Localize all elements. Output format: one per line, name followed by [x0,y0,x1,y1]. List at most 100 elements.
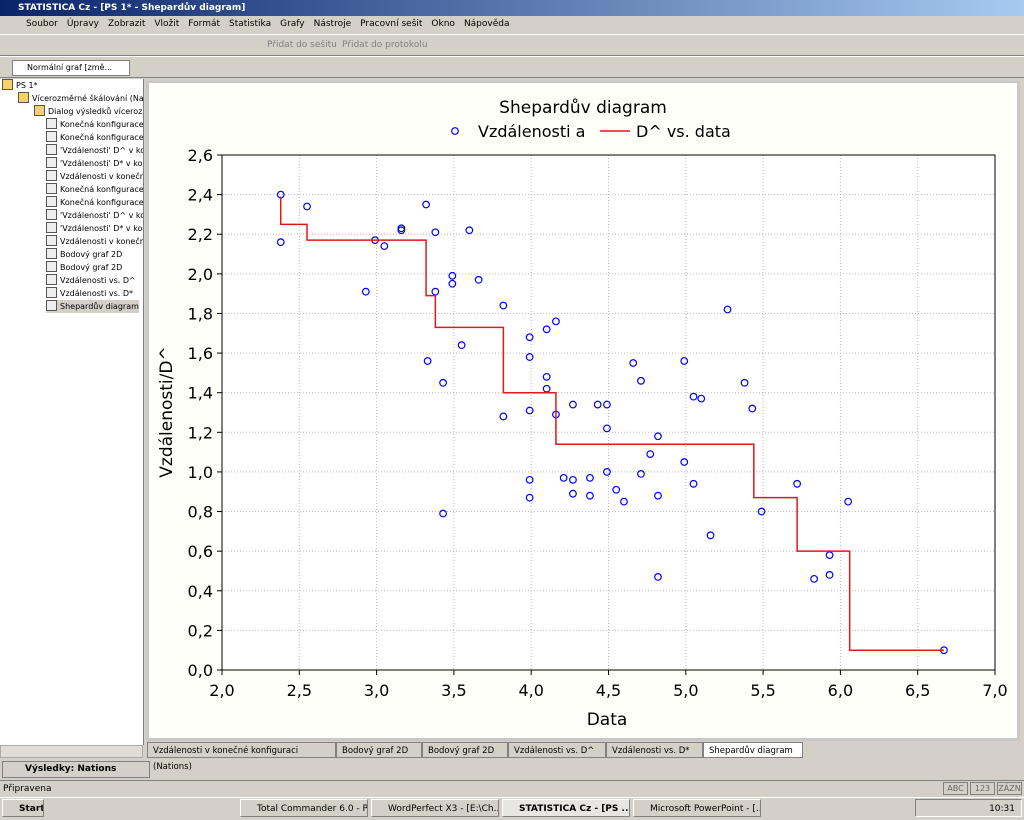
tree-node[interactable]: Vzdálenosti vs. D* [46,287,133,300]
status-bar: Připravena [0,780,1024,798]
menu-item[interactable]: Nástroje [313,19,352,29]
menu-item[interactable]: Grafy [280,19,305,29]
item-icon [46,235,57,246]
tree-node[interactable]: Konečná konfigurace [46,118,143,131]
scatter-point [654,573,662,581]
tree-node[interactable]: Vzdálenosti v konečr [46,235,143,248]
scatter-point [757,507,766,516]
tree-node[interactable]: 'Vzdálenosti' D* v ko [46,222,142,235]
toolbar: Přidat do sešitu Přidat do protokolu [0,34,1024,56]
menu-item[interactable]: Okno [431,19,455,29]
scatter-point [603,468,611,476]
tree-node[interactable]: Konečná konfigurace [46,183,143,196]
scatter-point [810,574,819,583]
start-button[interactable]: Start [2,799,44,817]
tree-node[interactable]: PS 1* [2,79,38,92]
tree-node[interactable]: Konečná konfigurace [46,131,143,144]
scatter-point [593,400,602,409]
tree-node[interactable]: 'Vzdálenosti' D^ v ko [46,144,143,157]
y-tick-label: 2,4 [188,186,213,205]
x-tick-label: 6,5 [905,681,930,700]
task-button[interactable]: WordPerfect X3 - [E:\Ch... [371,799,499,817]
tree-label: 'Vzdálenosti' D* v ko [60,224,143,233]
item-icon [46,170,57,181]
menu-item[interactable]: Soubor [26,19,58,29]
scatter-point [620,497,628,506]
tree-node[interactable]: 'Vzdálenosti' D^ v ko [46,209,143,222]
menu-item[interactable]: Zobrazit [108,19,146,29]
scatter-point [303,202,311,211]
tree-node[interactable]: 'Vzdálenosti' D* v ko [46,157,142,170]
y-tick-label: 2,6 [188,146,213,165]
scatter-point [457,341,466,350]
tree-node[interactable]: Konečná konfigurace [46,196,143,209]
scatter-point [559,473,568,482]
tree-label: 'Vzdálenosti' D* v ko [60,159,143,168]
y-tick-label: 1,4 [188,384,213,403]
plot-border [221,154,996,671]
menu-item[interactable]: Vložit [154,19,180,29]
title-bar: STATISTICA Cz - [PS 1* - Shepardův diagr… [0,0,1024,16]
tab[interactable]: Vzdálenosti vs. D* [606,742,703,758]
item-icon [46,300,57,311]
scatter-point [542,372,551,381]
menu-item[interactable]: Statistika [229,19,272,29]
scatter-point [525,353,534,361]
scrollbar[interactable] [0,745,143,758]
scatter-point [844,497,853,506]
scatter-point [689,479,698,488]
y-axis-label: Vzdálenosti/D^ [157,346,177,477]
item-icon [46,131,57,142]
tree-node[interactable]: Vzdálenosti v konečn [46,170,143,183]
tree-node[interactable]: Vícerozměrné škálování (Nati [18,92,143,105]
folder-icon [34,105,45,116]
x-tick-label: 5,5 [750,681,775,700]
results-tab[interactable]: Výsledky: Nations [2,761,150,778]
menu-item[interactable]: Úpravy [66,19,100,29]
item-icon [46,287,57,298]
tab[interactable]: Vzdálenosti vs. D^ [508,742,606,758]
task-button[interactable]: STATISTICA Cz - [PS ... [502,799,630,817]
scatter-point [740,378,749,387]
add-report-button[interactable]: Přidat do protokolu [342,40,428,50]
task-button[interactable]: Microsoft PowerPoint - [... [633,799,761,817]
tab[interactable]: Vzdálenosti v konečné konfiguraci (Natio… [147,742,336,772]
item-icon [46,144,57,155]
y-tick-label: 0,0 [188,661,213,680]
add-workbook-button[interactable]: Přidat do sešitu [267,40,337,50]
tab[interactable]: Bodový graf 2D [422,742,508,758]
x-tick-label: 4,0 [518,681,543,700]
scatter-point [569,489,577,498]
tree-label: Vzdálenosti vs. D* [60,289,133,298]
scatter-point [629,359,638,367]
scatter-point [646,450,655,458]
y-tick-label: 0,2 [188,621,213,640]
graph-mode-combo[interactable]: Normální graf [změ... [12,60,130,76]
x-axis-label: Data [587,710,628,730]
scatter-point [654,432,662,441]
legend-marker [451,127,459,135]
item-icon [46,274,57,285]
tree-node[interactable]: Bodový graf 2D [46,248,122,261]
tab[interactable]: Bodový graf 2D [336,742,422,758]
scatter-point [474,275,483,284]
status-indicator: 123 [970,782,995,795]
scatter-point [603,424,611,433]
tab[interactable]: Shepardův diagram [703,742,803,758]
item-icon [46,209,57,220]
menu-item[interactable]: Pracovní sešit [360,19,423,29]
y-tick-label: 1,8 [188,304,213,323]
task-button[interactable]: Total Commander 6.0 - P... [240,799,368,817]
tree-label: PS 1* [16,81,38,90]
tree-node[interactable]: Bodový graf 2D [46,261,122,274]
tree-label: Bodový graf 2D [60,250,123,259]
tree-node[interactable]: Dialog výsledků vícerozm [34,105,143,118]
tree-node[interactable]: Vzdálenosti vs. D^ [46,274,136,287]
scatter-point [423,357,432,365]
legend-label: D^ vs. data [636,122,731,141]
clock: 10:31 [915,799,1022,817]
menu-item[interactable]: Formát [188,19,221,29]
tree-label: Vzdálenosti v konečr [60,237,144,246]
tree-node[interactable]: Shepardův diagram [46,300,139,313]
menu-item[interactable]: Nápověda [463,19,510,29]
